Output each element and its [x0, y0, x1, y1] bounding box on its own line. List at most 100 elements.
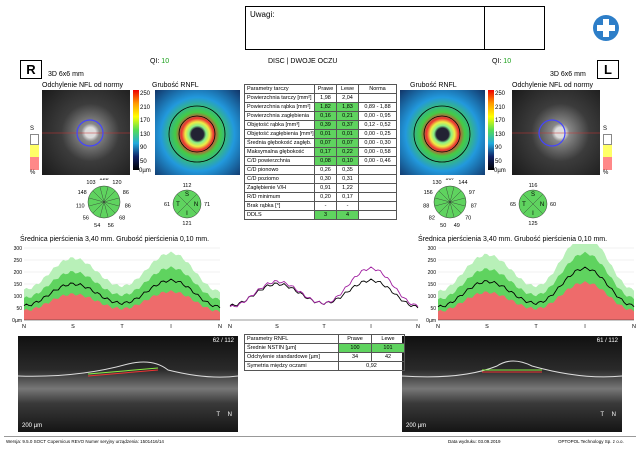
header-divider — [485, 6, 545, 50]
graph-y-tick: 300 — [428, 246, 437, 252]
rnfl-cell: 100 — [338, 343, 372, 353]
graph-x-label: I — [584, 324, 586, 330]
quadrant-top-value: 116 — [529, 183, 538, 189]
footer-rule — [4, 436, 636, 437]
fundus-image-left — [42, 90, 130, 175]
disc-col-param: Parametry tarczy — [244, 84, 315, 94]
graph-x-label: I — [370, 324, 372, 330]
clock-sector-line — [449, 190, 462, 203]
graph-y-tick: 0µm — [12, 318, 22, 324]
disc-cell: 0,31 — [336, 174, 359, 184]
disc-param-label: Objętość rąbka [mm³] — [244, 120, 315, 130]
logo-icon — [592, 14, 620, 42]
bscan-left: 62 / 112 200 µm T N — [17, 336, 239, 432]
rnfl-row-label: Symetria między oczami — [244, 361, 339, 371]
graph-y-tick: 50 — [430, 306, 436, 312]
clock-sector-value: 82 — [429, 216, 435, 222]
eye-r-badge: R — [20, 60, 42, 79]
disc-cell: 0,17 — [314, 147, 337, 157]
disc-param-label: C/D powierzchnia — [244, 156, 315, 166]
bscan-n-left: N — [227, 412, 232, 418]
quadrant-t-label: T — [522, 202, 526, 208]
graph-x-label: N — [632, 324, 636, 330]
clock-sector-value: 50 — [440, 223, 446, 229]
disc-table-row: C/D powierzchnia 0,08 0,10 0,00 - 0,46 — [244, 156, 397, 166]
clock-sector-line — [92, 190, 105, 203]
rnfl-col-right: Prawe — [338, 334, 372, 344]
clock-sector-line — [88, 197, 105, 203]
quadrant-bottom-value: 121 — [182, 221, 191, 227]
fundus-image-right — [512, 90, 600, 175]
bscan-scale-right: 200 µm — [406, 423, 427, 429]
scale-zero-left: 0µm — [139, 168, 151, 174]
disc-table-row: Brak rąbka [°] - - — [244, 201, 397, 211]
disc-cell: 0,89 - 1,88 — [358, 102, 397, 112]
clock-sector-line — [438, 190, 451, 203]
bscan-counter-right: 61 / 112 — [596, 338, 618, 344]
disc-cell: 1,98 — [314, 93, 337, 103]
quadrant-s-label: S — [531, 192, 535, 198]
rnfl-cell: 42 — [371, 352, 405, 362]
disc-cell: 2,04 — [336, 93, 359, 103]
rnfl-curve-1 — [229, 278, 419, 309]
rnfl-cell: 0,92 — [338, 361, 405, 371]
mode-label: DISC | DWOJE OCZU — [268, 58, 338, 65]
clock-sector-value: 128 — [99, 178, 108, 182]
clock-sector-line — [103, 190, 116, 203]
quadrant-line — [176, 193, 198, 215]
clock-sector-line — [445, 201, 451, 218]
scan-left: 3D 6x6 mm — [48, 71, 84, 78]
clock-sector-line — [88, 201, 105, 207]
clock-sector-line — [449, 201, 455, 218]
deviation-bar-left — [30, 134, 39, 170]
graph-y-tick: 200 — [428, 270, 437, 276]
disc-cell — [358, 183, 397, 193]
graph-x-label: T — [534, 324, 538, 330]
disc-param-label: Powierzchnia rąbka [mm²] — [244, 102, 315, 112]
clock-sector-line — [103, 201, 116, 214]
scale-ticks-left: 250 210 170 130 90 50 — [140, 91, 151, 165]
clock-sector-value: 70 — [465, 216, 471, 222]
disc-cell: 0,01 — [314, 129, 337, 139]
disc-cell: - — [336, 201, 359, 211]
disc-cell: 0,00 - 0,46 — [358, 156, 397, 166]
disc-cell — [358, 201, 397, 211]
rnfl-row-label: Odchylenie standardowe [µm] — [244, 352, 339, 362]
disc-table-row: Maksymalna głębokość 0,17 0,22 0,00 - 0,58 — [244, 147, 397, 157]
clock-sector-line — [434, 201, 451, 207]
clock-sector-line — [99, 186, 105, 203]
disc-cell: 0,00 - 0,95 — [358, 111, 397, 121]
graph-y-tick: 100 — [428, 294, 437, 300]
graph-y-tick: 0µm — [426, 318, 436, 324]
rnfl-col-left: Lewe — [371, 334, 405, 344]
clock-sector-value: 103 — [86, 180, 95, 186]
clock-sector-value: 148 — [78, 190, 87, 196]
disc-param-label: Brak rąbka [°] — [244, 201, 315, 211]
nfl-dev-title-left: Odchylenie NFL od normy — [42, 82, 124, 89]
scale-ticks-right: 250 210 170 130 90 50 — [495, 91, 506, 165]
notes-label: Uwagi: — [250, 10, 275, 19]
quadrant-bottom-value: 125 — [528, 221, 537, 227]
disc-cell: 0,39 — [314, 120, 337, 130]
clock-sector-line — [449, 201, 466, 207]
graph-x-label: T — [120, 324, 124, 330]
clock-sector-value: 97 — [469, 190, 475, 196]
clock-sector-value: 56 — [83, 216, 89, 222]
clock-sector-line — [103, 197, 120, 203]
disc-cell: 0,22 — [336, 147, 359, 157]
disc-param-label: DDLS — [244, 210, 315, 220]
disc-cell: 0,21 — [336, 111, 359, 121]
clock-sector-line — [103, 201, 120, 207]
clock-sector-value: 86 — [125, 203, 131, 209]
clock-sector-value: 87 — [471, 203, 477, 209]
clock-sector-value: 54 — [94, 223, 100, 229]
footer-version: Wersja: 9.5.0 SOCT Copernicus REVO Numer… — [6, 439, 164, 444]
clock-sector-value: 68 — [119, 216, 125, 222]
clock-sector-value: 88 — [423, 203, 429, 209]
quadrant-i-label: I — [186, 211, 188, 217]
clock-sector-value: 56 — [108, 223, 114, 229]
deviation-pct-left: % — [30, 170, 36, 176]
